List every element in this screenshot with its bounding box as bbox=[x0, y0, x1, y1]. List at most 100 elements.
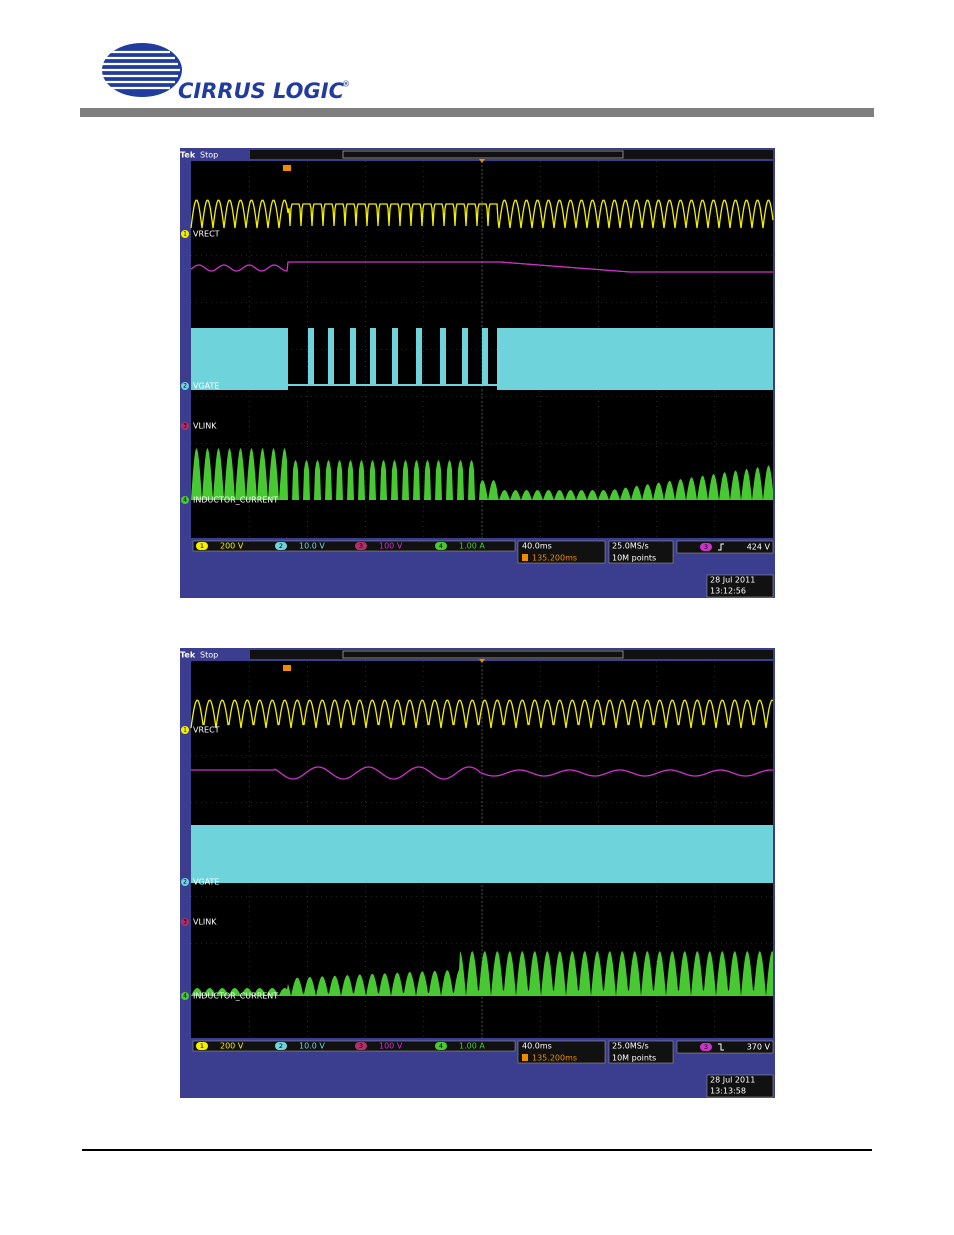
channel-pill bbox=[196, 1042, 208, 1050]
channel-number: 2 bbox=[183, 383, 187, 390]
channel-pill bbox=[435, 1042, 447, 1050]
channel-scale: 10.0 V bbox=[299, 1042, 325, 1051]
brand: Tek bbox=[180, 151, 196, 160]
channel-number: 1 bbox=[200, 542, 204, 550]
channel-number: 1 bbox=[183, 727, 187, 734]
trigger-slope bbox=[718, 1043, 724, 1051]
date-box bbox=[706, 574, 774, 598]
record-length: 10M points bbox=[612, 554, 656, 563]
trigger-pill bbox=[700, 543, 712, 551]
channel-scale: 100 V bbox=[379, 542, 403, 551]
trigger-pos-icon bbox=[522, 1054, 528, 1061]
channel-scale: 1.00 A bbox=[459, 542, 485, 551]
vgate-band bbox=[191, 825, 773, 883]
vgate-base bbox=[288, 384, 498, 386]
trigger-level: 424 V bbox=[747, 543, 771, 552]
channel-label: VRECT bbox=[193, 726, 220, 735]
trigger-channel: 3 bbox=[704, 543, 708, 551]
channel-pill bbox=[355, 1042, 367, 1050]
time: 13:12:56 bbox=[710, 587, 746, 596]
center-marker bbox=[479, 659, 485, 663]
channel-number: 4 bbox=[439, 542, 443, 550]
vgate-band bbox=[191, 328, 288, 390]
channel-number: 4 bbox=[183, 993, 187, 1000]
vgate-pulse bbox=[308, 328, 314, 386]
trigger-channel: 3 bbox=[704, 1043, 708, 1051]
vgate-band bbox=[497, 328, 773, 390]
channel-number: 4 bbox=[183, 497, 187, 504]
brand: Tek bbox=[180, 651, 196, 660]
vgate-pulse bbox=[482, 328, 488, 386]
logo-mark: ® bbox=[342, 80, 350, 89]
footer-rule bbox=[82, 1149, 872, 1151]
channel-scale: 1.00 A bbox=[459, 1042, 485, 1051]
channel-label: INDUCTOR_CURRENT bbox=[193, 496, 278, 505]
channel-pill bbox=[275, 542, 287, 550]
oscilloscope-screen: Tek Stop 1 VRECT 2 VGATE 3 VLINK 4 INDUCTOR_CURRE… bbox=[180, 648, 775, 1098]
channel-label: VRECT bbox=[193, 230, 220, 239]
timebase-box bbox=[517, 1040, 606, 1064]
channel-number: 1 bbox=[200, 1042, 204, 1050]
channel-number: 1 bbox=[183, 231, 187, 238]
trigger-marker bbox=[283, 165, 291, 171]
channel-scale: 200 V bbox=[220, 1042, 244, 1051]
channel-marker bbox=[181, 726, 189, 734]
vrect-trace bbox=[190, 699, 774, 729]
channel-marker bbox=[181, 496, 189, 504]
trigger-marker bbox=[283, 665, 291, 671]
date-box bbox=[706, 1074, 774, 1098]
channel-scale: 10.0 V bbox=[299, 542, 325, 551]
timebase-box bbox=[517, 540, 606, 564]
trigger-pill bbox=[700, 1043, 712, 1051]
channel-label: VLINK bbox=[193, 422, 217, 431]
channel-number: 2 bbox=[279, 542, 283, 550]
channel-marker bbox=[181, 992, 189, 1000]
vlink-trace bbox=[191, 766, 774, 780]
acq-box bbox=[608, 540, 674, 564]
channel-marker bbox=[181, 422, 189, 430]
acq-box bbox=[608, 1040, 674, 1064]
record-indicator bbox=[342, 650, 624, 659]
status-box bbox=[192, 1040, 516, 1052]
oscilloscope-screen: Tek Stop 1 VRECT 2 VGATE 3 VLINK 4 INDUCTOR_CURRE… bbox=[180, 148, 775, 598]
trigger-position: 135.200ms bbox=[532, 554, 577, 563]
channel-label: VGATE bbox=[193, 382, 219, 391]
vrect-trace bbox=[190, 199, 774, 229]
logo: CIRRUS LOGIC ® bbox=[82, 43, 350, 103]
trigger-box bbox=[676, 1040, 774, 1054]
vgate-pulse bbox=[440, 328, 446, 386]
channel-label: VGATE bbox=[193, 878, 219, 887]
channel-scale: 100 V bbox=[379, 1042, 403, 1051]
channel-number: 4 bbox=[439, 1042, 443, 1050]
date: 28 Jul 2011 bbox=[710, 576, 755, 585]
inductor-current bbox=[191, 951, 773, 996]
logo-text: CIRRUS LOGIC bbox=[178, 79, 345, 103]
channel-marker bbox=[181, 918, 189, 926]
trigger-level: 370 V bbox=[747, 1043, 771, 1052]
channel-pill bbox=[435, 542, 447, 550]
center-marker bbox=[479, 159, 485, 163]
sample-rate: 25.0MS/s bbox=[612, 542, 649, 551]
time: 13:13:58 bbox=[710, 1087, 746, 1096]
channel-scale: 200 V bbox=[220, 542, 244, 551]
top-bar bbox=[250, 650, 773, 659]
vlink-trace bbox=[190, 261, 773, 273]
channel-label: VLINK bbox=[193, 918, 217, 927]
channel-pill bbox=[355, 542, 367, 550]
trigger-box bbox=[676, 540, 774, 554]
vgate-pulse bbox=[328, 328, 334, 386]
date: 28 Jul 2011 bbox=[710, 1076, 755, 1085]
channel-marker bbox=[181, 878, 189, 886]
channel-number: 3 bbox=[183, 423, 187, 430]
top-bar bbox=[250, 150, 773, 159]
timebase: 40.0ms bbox=[522, 542, 552, 551]
trigger-slope bbox=[718, 543, 724, 551]
status-box bbox=[192, 540, 516, 552]
vgate-pulse bbox=[462, 328, 468, 386]
acq-state: Stop bbox=[200, 651, 218, 660]
inductor-current bbox=[191, 448, 773, 500]
channel-pill bbox=[196, 542, 208, 550]
trigger-position: 135.200ms bbox=[532, 1054, 577, 1063]
channel-number: 3 bbox=[359, 542, 363, 550]
